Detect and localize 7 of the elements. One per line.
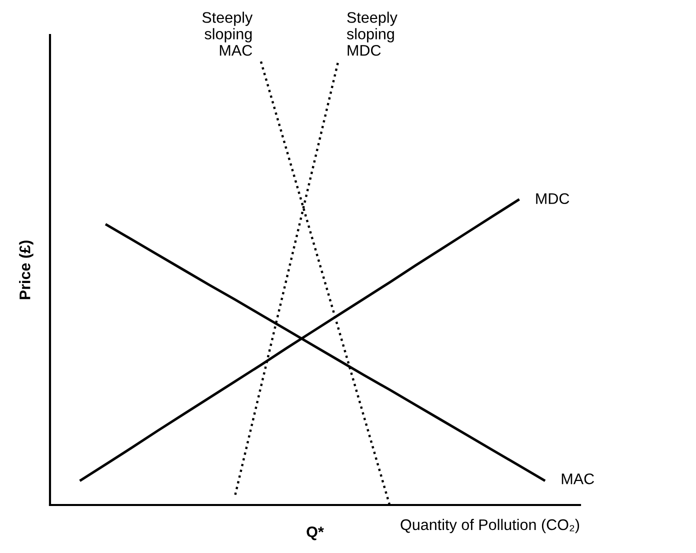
series-label: MAC [562,473,594,484]
series-label: Steeply sloping MAC [202,12,253,56]
x-axis-title: Quantity of Pollution (CO₂) [400,518,580,534]
text: Q* [306,526,324,540]
series-label: MDC [536,193,570,204]
y-axis-title: Price (£) [19,240,34,300]
series-label: Steeply sloping MDC [346,12,398,56]
